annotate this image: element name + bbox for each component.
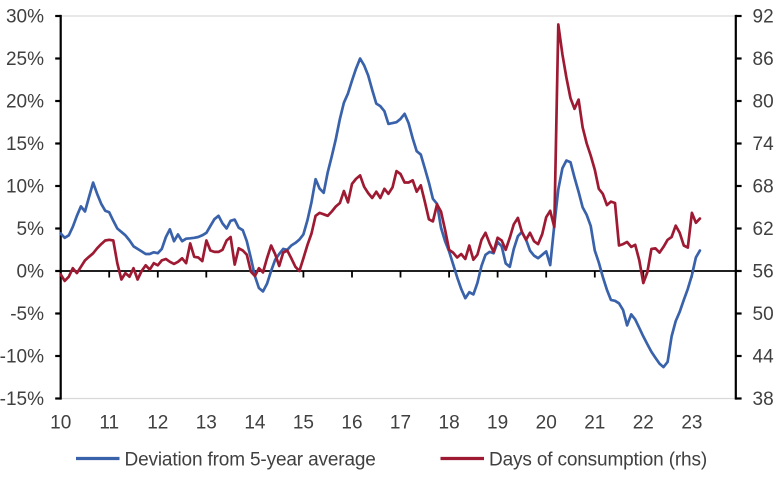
svg-text:20: 20 (536, 413, 557, 434)
svg-text:Deviation from 5-year average: Deviation from 5-year average (125, 450, 376, 471)
svg-text:86: 86 (753, 49, 774, 70)
svg-text:12: 12 (147, 413, 168, 434)
svg-text:74: 74 (753, 134, 775, 155)
svg-text:15: 15 (293, 413, 314, 434)
svg-text:5%: 5% (17, 219, 45, 240)
svg-text:16: 16 (341, 413, 362, 434)
svg-text:20%: 20% (6, 92, 44, 113)
svg-text:15%: 15% (6, 134, 44, 155)
svg-text:23: 23 (681, 413, 702, 434)
svg-text:17: 17 (390, 413, 411, 434)
svg-text:50: 50 (753, 304, 774, 325)
svg-text:44: 44 (753, 347, 775, 368)
svg-text:22: 22 (633, 413, 654, 434)
svg-text:10%: 10% (6, 177, 44, 198)
svg-text:21: 21 (584, 413, 605, 434)
svg-text:11: 11 (99, 413, 119, 434)
svg-text:19: 19 (487, 413, 508, 434)
svg-text:0%: 0% (17, 262, 45, 283)
svg-text:25%: 25% (6, 49, 44, 70)
svg-text:80: 80 (753, 92, 774, 113)
svg-text:38: 38 (753, 389, 774, 410)
svg-text:68: 68 (753, 177, 774, 198)
svg-text:18: 18 (439, 413, 460, 434)
svg-text:62: 62 (753, 219, 774, 240)
svg-text:30%: 30% (6, 7, 44, 28)
svg-text:56: 56 (753, 262, 774, 283)
svg-text:14: 14 (244, 413, 266, 434)
svg-text:-10%: -10% (0, 347, 44, 368)
svg-text:-5%: -5% (10, 304, 44, 325)
svg-text:10: 10 (50, 413, 71, 434)
svg-text:92: 92 (753, 7, 774, 28)
svg-text:-15%: -15% (0, 389, 44, 410)
svg-text:13: 13 (196, 413, 217, 434)
svg-text:Days of consumption (rhs): Days of consumption (rhs) (489, 450, 707, 471)
